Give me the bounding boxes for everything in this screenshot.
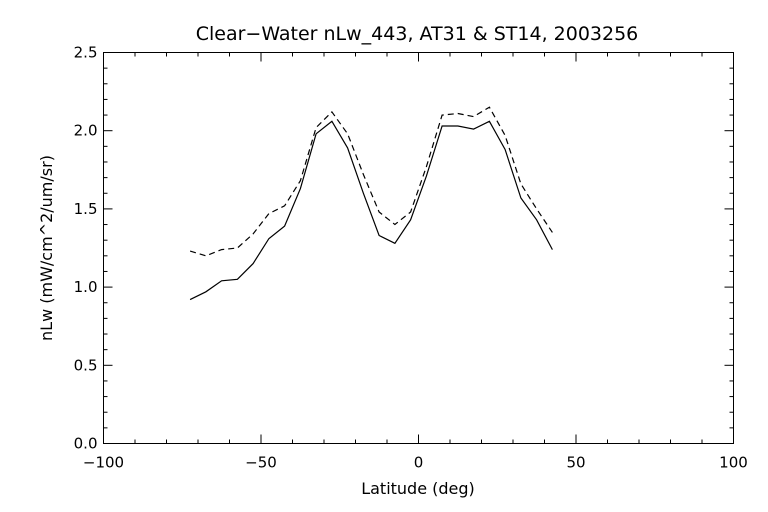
- axis-ticks: [103, 52, 734, 444]
- y-tick-label: 2.5: [74, 44, 98, 62]
- y-tick-label: 0.5: [74, 356, 98, 374]
- y-tick-label: 1.5: [74, 200, 98, 218]
- plot-frame: [103, 52, 734, 444]
- y-axis-label: nLw (mW/cm^2/um/sr): [37, 155, 56, 341]
- series-line-dashed: [189, 106, 553, 257]
- chart-title: Clear−Water nLw_443, AT31 & ST14, 200325…: [196, 23, 639, 45]
- y-tick-label: 2.0: [74, 122, 98, 140]
- x-tick-label: 100: [719, 454, 748, 472]
- series-line-solid: [189, 120, 553, 301]
- x-tick-label: −100: [83, 454, 124, 472]
- x-axis-tick-labels: −100 −50 0 50 100: [83, 454, 748, 472]
- y-tick-label: 1.0: [74, 278, 98, 296]
- y-axis-tick-labels: 0.0 0.5 1.0 1.5 2.0 2.5: [74, 44, 98, 453]
- x-tick-label: 50: [566, 454, 585, 472]
- y-tick-label: 0.0: [74, 435, 98, 453]
- x-tick-label: −50: [245, 454, 277, 472]
- x-axis-label: Latitude (deg): [361, 479, 475, 498]
- x-tick-label: 0: [414, 454, 424, 472]
- series-layer: [189, 106, 553, 301]
